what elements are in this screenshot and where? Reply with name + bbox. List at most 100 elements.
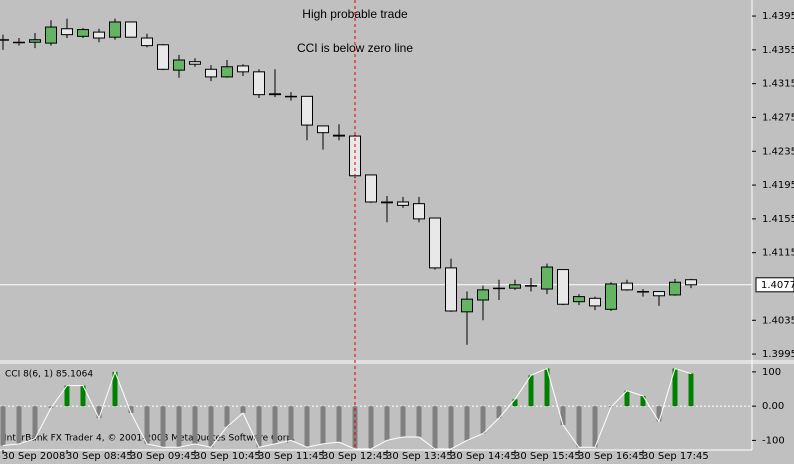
cci-bar [112,371,118,407]
y-tick-label: 1.3995 [762,349,794,360]
cci-bar [384,406,390,441]
candle-down [0,39,9,41]
x-tick-label: 30 Sep 15:45 [514,451,581,462]
candle-down [413,203,425,220]
cci-bar [144,406,150,444]
x-tick-label: 30 Sep 08:45 [66,451,133,462]
y-tick-label: 1.4035 [762,315,794,326]
candle-down [301,95,313,126]
x-tick-label: 30 Sep 14:45 [450,451,517,462]
cci-bar [496,406,502,419]
footer: InterBank FX Trader 4, © 2001-2008 MetaQ… [4,434,295,444]
cci-bar [176,406,182,448]
candle-down [685,279,697,286]
candle-up [45,26,57,44]
x-tick-label: 30 Sep 17:45 [642,451,709,462]
y-tick-label: 1.4315 [762,79,794,90]
cci-bar [464,406,470,441]
cci-bar [16,406,22,444]
candle-down [125,21,137,38]
candle-down [333,134,345,137]
candle-down [525,285,537,287]
cci-bar [336,406,342,443]
cci-bar [96,406,102,419]
candle-down [429,217,441,269]
cci-bar [256,406,262,448]
candle-up [29,39,41,43]
candle-up [109,21,121,38]
cci-bar [400,406,406,437]
cci-bar [624,390,630,407]
y-tick-label: 0.00 [762,401,784,412]
cci-bar [368,406,374,449]
cci-bar [240,406,246,413]
candle-up [509,284,521,289]
candle-up [221,66,233,78]
candle-down [61,28,73,36]
cci-bar [320,406,326,444]
x-tick-label: 30 Sep 2008 [2,451,65,462]
x-tick-label: 30 Sep 09:45 [130,451,197,462]
cci-bar [512,399,518,407]
last-price-box [755,277,794,293]
cci-bar [192,406,198,444]
last-price-label: 1.4077 [761,280,794,291]
candle-up [173,59,185,71]
cci-bar [480,406,486,434]
candle-down [621,282,633,291]
candle-down [493,287,505,290]
candle-up [381,201,393,204]
y-tick-label: 100 [762,367,781,378]
cci-bar [304,406,310,448]
x-tick-label: 30 Sep 13:45 [386,451,453,462]
candle-down [253,71,265,96]
cci-bar [208,406,214,448]
cci-bar [528,375,534,407]
y-tick-label: 1.4395 [762,11,794,22]
candle-up [605,283,617,310]
cci-bar [32,406,38,439]
cci-bar [640,395,646,407]
x-tick-label: 30 Sep 16:45 [578,451,645,462]
candle-down [237,65,249,73]
y-tick-label: 1.4115 [762,248,794,259]
y-tick-label: 1.4355 [762,45,794,56]
y-tick-label: 1.4155 [762,214,794,225]
candle-down [157,44,169,70]
candle-up [461,298,473,313]
cci-bar [688,373,694,407]
x-tick-label: 30 Sep 10:45 [194,451,261,462]
cci-bar [416,406,422,437]
candle-down [93,31,105,39]
x-tick-label: 30 Sep 12:45 [322,451,389,462]
cci-line [2,367,692,450]
indicator-title: CCI 8(6, 1) 85.1064 [5,370,93,380]
y-tick-label: 1.4195 [762,180,794,191]
cci-bar [80,385,86,407]
candle-down [317,125,329,134]
cci-bar [672,368,678,407]
candle-down [269,93,281,96]
candle-down [141,37,153,47]
candle-down [589,297,601,307]
cci-bar [160,406,166,448]
cci-bar [560,406,566,425]
candle-down [637,291,649,293]
cci-bar [272,406,278,444]
candle-up [477,289,489,301]
candle-down [557,269,569,305]
candle-down [653,291,665,297]
candle-down [189,61,201,65]
candle-down [285,95,297,98]
cci-bar [576,406,582,448]
x-tick-label: 30 Sep 11:45 [258,451,325,462]
candle-up [77,29,89,37]
y-tick-label: -100 [762,435,785,446]
candle-up [669,281,681,296]
cci-bar [224,406,230,427]
candle-down [365,174,377,203]
cci-bar [448,406,454,449]
cci-bar [128,406,134,413]
